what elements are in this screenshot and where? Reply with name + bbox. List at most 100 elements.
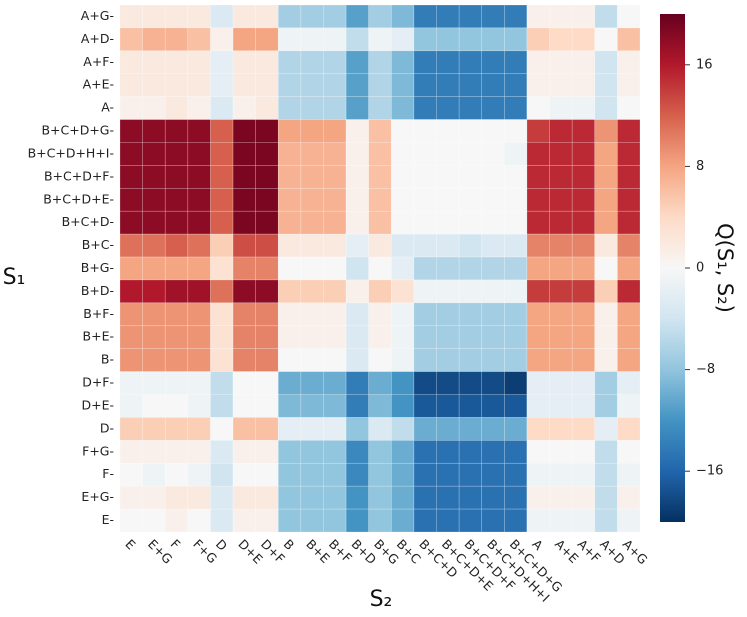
heatmap-cell bbox=[232, 302, 256, 327]
heatmap-cell bbox=[187, 394, 211, 418]
heatmap-cell bbox=[617, 73, 641, 97]
heatmap-cell bbox=[391, 371, 415, 395]
heatmap-cell bbox=[504, 233, 528, 258]
heatmap-cell bbox=[277, 279, 302, 304]
heatmap-cell bbox=[277, 462, 302, 487]
heatmap-cell bbox=[164, 279, 189, 304]
heatmap-cell bbox=[368, 188, 392, 212]
heatmap-cell bbox=[345, 325, 369, 349]
heatmap-cell bbox=[571, 233, 596, 258]
heatmap-cell bbox=[368, 325, 392, 349]
heatmap-cell bbox=[142, 27, 166, 52]
heatmap-cell bbox=[481, 96, 505, 120]
heatmap-cell bbox=[436, 394, 460, 418]
heatmap-cell bbox=[368, 348, 392, 372]
heatmap-cell bbox=[232, 440, 256, 464]
heatmap-cell bbox=[210, 485, 234, 510]
heatmap-cell bbox=[368, 485, 392, 510]
heatmap-cell bbox=[323, 4, 347, 29]
heatmap-cell bbox=[368, 279, 392, 304]
heatmap-cell bbox=[187, 188, 211, 212]
heatmap-cell bbox=[277, 165, 302, 189]
heatmap-cell bbox=[504, 96, 528, 120]
heatmap-cell bbox=[255, 325, 279, 349]
heatmap-cell bbox=[345, 394, 369, 418]
heatmap-cell bbox=[413, 233, 437, 258]
heatmap-cell bbox=[119, 485, 143, 510]
heatmap-cell bbox=[481, 50, 505, 75]
heatmap-cell bbox=[391, 4, 415, 29]
heatmap-cell bbox=[458, 394, 483, 418]
heatmap-cell bbox=[300, 4, 324, 29]
heatmap-cell bbox=[549, 142, 573, 166]
heatmap-cell bbox=[391, 210, 415, 235]
y-tick-label: B+C- bbox=[82, 237, 114, 252]
heatmap-cell bbox=[232, 485, 256, 510]
heatmap-cell bbox=[164, 233, 189, 258]
heatmap-cell bbox=[617, 188, 641, 212]
y-tick-label: B+C+D+G- bbox=[41, 123, 114, 138]
heatmap-cell bbox=[232, 96, 256, 120]
heatmap-cell bbox=[187, 256, 211, 281]
heatmap-cell bbox=[436, 50, 460, 75]
heatmap-cell bbox=[187, 462, 211, 487]
heatmap-cell bbox=[571, 73, 596, 97]
heatmap-cell bbox=[549, 440, 573, 464]
heatmap-cell bbox=[617, 394, 641, 418]
heatmap-cell bbox=[277, 256, 302, 281]
heatmap-cell bbox=[413, 462, 437, 487]
heatmap-cell bbox=[345, 142, 369, 166]
heatmap-cell bbox=[368, 96, 392, 120]
heatmap-cell bbox=[255, 165, 279, 189]
y-tick-label: D+E- bbox=[81, 397, 114, 412]
heatmap-cell bbox=[391, 188, 415, 212]
heatmap-cell bbox=[504, 485, 528, 510]
heatmap-cell bbox=[391, 73, 415, 97]
heatmap-cell bbox=[232, 508, 256, 533]
heatmap-cell bbox=[549, 165, 573, 189]
heatmap-cell bbox=[323, 485, 347, 510]
heatmap-cell bbox=[594, 50, 618, 75]
x-tick-label: D+F bbox=[258, 536, 288, 566]
heatmap-cell bbox=[481, 417, 505, 441]
heatmap-cell bbox=[571, 50, 596, 75]
heatmap-cell bbox=[345, 371, 369, 395]
heatmap-cell bbox=[549, 4, 573, 29]
heatmap-cell bbox=[255, 279, 279, 304]
heatmap-cell bbox=[210, 119, 234, 143]
y-tick-label: F- bbox=[102, 466, 114, 481]
heatmap-cell bbox=[504, 119, 528, 143]
heatmap-cell bbox=[549, 462, 573, 487]
heatmap-cell bbox=[504, 371, 528, 395]
heatmap-cell bbox=[187, 325, 211, 349]
heatmap-cell bbox=[164, 440, 189, 464]
heatmap-cell bbox=[187, 508, 211, 533]
heatmap-cell bbox=[119, 325, 143, 349]
heatmap-cell bbox=[232, 233, 256, 258]
heatmap-cell bbox=[164, 371, 189, 395]
heatmap-cell bbox=[187, 485, 211, 510]
heatmap-cell bbox=[436, 142, 460, 166]
heatmap-cell bbox=[210, 279, 234, 304]
heatmap-cell bbox=[594, 210, 618, 235]
x-tick-label: F+G bbox=[190, 536, 220, 566]
heatmap-cell bbox=[436, 417, 460, 441]
colorbar-tick-label: −8 bbox=[696, 362, 715, 377]
heatmap-cell bbox=[345, 73, 369, 97]
heatmap-cell bbox=[277, 302, 302, 327]
heatmap-cell bbox=[323, 371, 347, 395]
heatmap-cell bbox=[323, 73, 347, 97]
heatmap-cell bbox=[187, 417, 211, 441]
heatmap-cell bbox=[277, 325, 302, 349]
heatmap-cell bbox=[504, 142, 528, 166]
heatmap-cell bbox=[119, 73, 143, 97]
heatmap-cell bbox=[549, 256, 573, 281]
heatmap-cell bbox=[391, 256, 415, 281]
heatmap-cell bbox=[481, 27, 505, 52]
heatmap-cell bbox=[617, 371, 641, 395]
heatmap-cell bbox=[526, 485, 550, 510]
heatmap-cell bbox=[504, 325, 528, 349]
heatmap-cell bbox=[481, 73, 505, 97]
heatmap-cell bbox=[594, 417, 618, 441]
